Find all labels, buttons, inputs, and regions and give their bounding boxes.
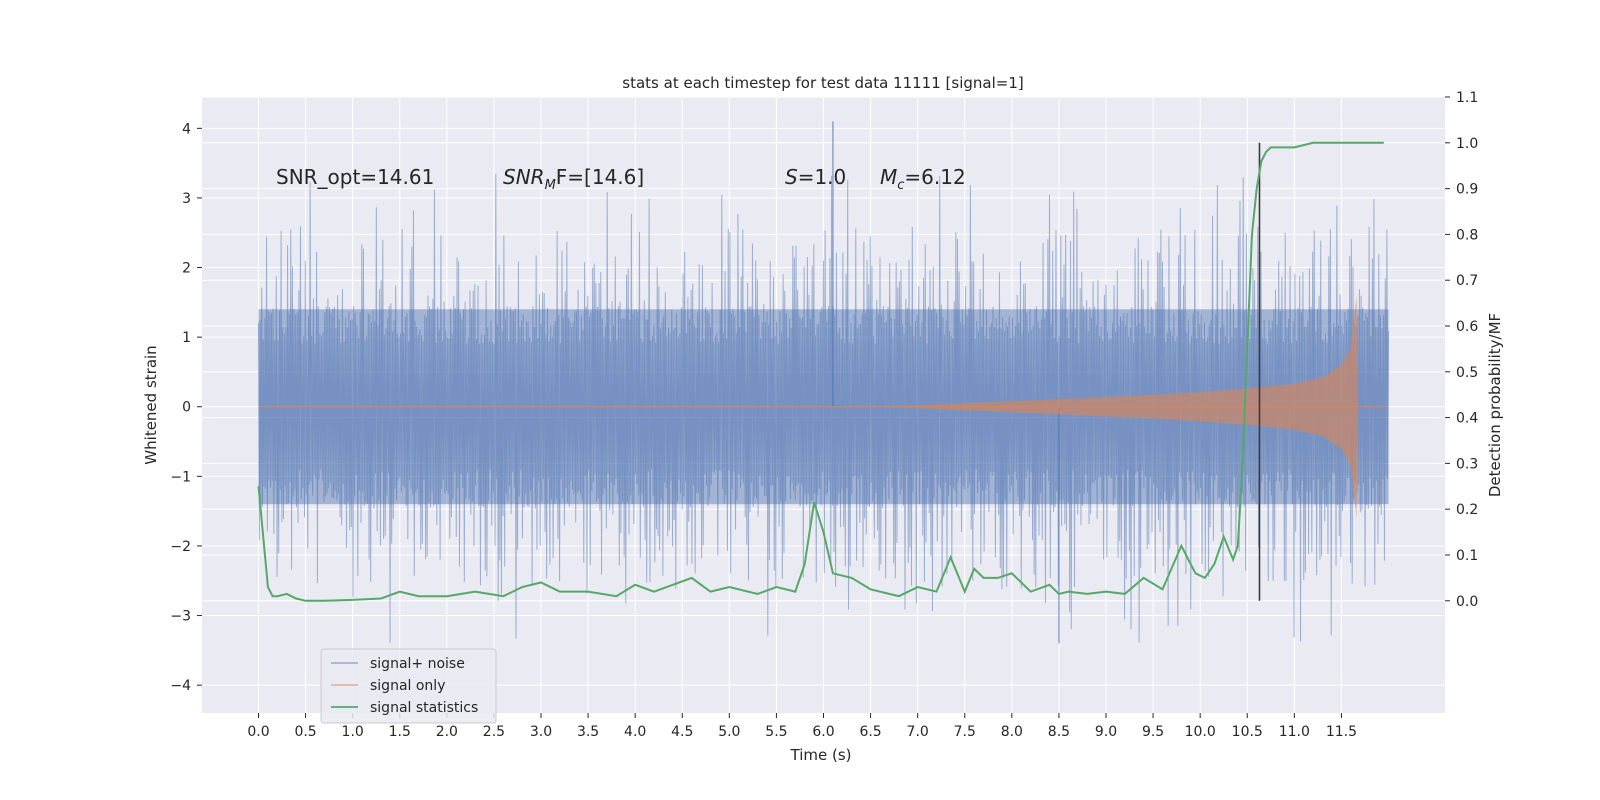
y-tick-label: 0: [182, 400, 191, 416]
y-tick-label: −3: [170, 609, 191, 625]
x-tick-label: 2.5: [483, 724, 505, 740]
y-right-tick-label: 0.1: [1456, 548, 1478, 564]
data-layer: [257, 121, 1389, 644]
x-tick-label: 4.5: [671, 724, 693, 740]
x-tick-label: 7.0: [907, 724, 929, 740]
legend-box: [320, 648, 497, 724]
y-tick-label: 3: [182, 191, 191, 207]
y-right-tick-label: 0.4: [1456, 411, 1478, 427]
y-tick-label: −4: [170, 678, 191, 694]
annotation-s: S=1.0: [785, 165, 846, 189]
x-tick-label: 10.5: [1232, 724, 1263, 740]
annotation-s-rest: =1.0: [798, 165, 847, 189]
x-tick-label: 5.5: [765, 724, 787, 740]
y-right-tick-label: 0.3: [1456, 456, 1478, 472]
x-tick-label: 11.5: [1326, 724, 1357, 740]
x-tick-label: 0.5: [294, 724, 316, 740]
annotation-snr-mf-sub: M: [545, 178, 556, 193]
x-tick-label: 6.5: [859, 724, 881, 740]
annotation-snr-mf-symbol: SNR: [503, 165, 545, 189]
y-tick-label: −1: [170, 469, 191, 485]
y-axis-label-right: Detection probability/MF: [1486, 313, 1504, 497]
y-right-tick-label: 1.0: [1456, 136, 1478, 152]
x-tick-label: 10.0: [1185, 724, 1216, 740]
chart-title: stats at each timestep for test data 111…: [622, 74, 1023, 92]
y-right-tick-label: 0.8: [1456, 227, 1478, 243]
y-tick-label: 4: [182, 121, 191, 137]
y-right-tick-label: 0.7: [1456, 273, 1478, 289]
y-right-tick-label: 0.5: [1456, 365, 1478, 381]
x-tick-label: 5.0: [718, 724, 740, 740]
x-tick-label: 3.5: [577, 724, 599, 740]
legend-label-signal-statistics: signal statistics: [370, 700, 478, 716]
x-axis-label: Time (s): [790, 746, 852, 764]
legend-label-signal-only: signal only: [370, 678, 445, 694]
axes-layer: 0.0 0.5 1.0 1.5 2.0 2.5 3.0 3.5 4.0 4.5 5.0 5.5 6.0 6…: [170, 90, 1478, 740]
y-right-tick-label: 1.1: [1456, 90, 1478, 106]
x-tick-label: 8.5: [1048, 724, 1070, 740]
x-tick-label: 4.0: [624, 724, 646, 740]
annotation-s-symbol: S: [785, 165, 798, 189]
annotation-snr-mf-rest: F=[14.6]: [556, 165, 644, 189]
series-signal-statistics: [257, 141, 1384, 602]
legend-label-signal-noise: signal+ noise: [370, 656, 465, 672]
y-right-tick-label: 0.2: [1456, 502, 1478, 518]
y-axis-label: Whitened strain: [142, 345, 160, 464]
y-right-tick-label: 0.9: [1456, 182, 1478, 198]
x-tick-label: 7.5: [954, 724, 976, 740]
x-tick-label: 3.0: [530, 724, 552, 740]
x-tick-label: 0.0: [247, 724, 269, 740]
x-tick-label: 9.0: [1095, 724, 1117, 740]
annotation-snr-opt: SNR_opt=14.61: [276, 165, 434, 189]
x-tick-label: 6.0: [812, 724, 834, 740]
y-tick-label: −2: [170, 539, 191, 555]
x-tick-label: 9.5: [1142, 724, 1164, 740]
y-tick-label: 2: [182, 261, 191, 277]
y-tick-label: 1: [182, 330, 191, 346]
legend: signal+ noise signal only signal statist…: [320, 648, 497, 724]
y-right-tick-label: 0.6: [1456, 319, 1478, 335]
x-tick-label: 8.0: [1001, 724, 1023, 740]
annotation-mc-symbol: M: [880, 165, 897, 189]
annotation-mc-rest: =6.12: [904, 165, 965, 189]
annotation-mc: Mc=6.12: [880, 165, 966, 193]
annotations: SNR_opt=14.61 SNRMF=[14.6] S=1.0 Mc=6.12: [276, 165, 966, 193]
x-tick-label: 11.0: [1279, 724, 1310, 740]
annotation-snr-mf: SNRMF=[14.6]: [503, 165, 644, 193]
x-tick-label: 1.0: [342, 724, 364, 740]
y-right-tick-label: 0.0: [1456, 594, 1478, 610]
series-signal-noise: [258, 173, 1389, 643]
x-tick-label: 2.0: [436, 724, 458, 740]
annotation-mc-sub: c: [897, 178, 904, 193]
x-tick-label: 1.5: [389, 724, 411, 740]
